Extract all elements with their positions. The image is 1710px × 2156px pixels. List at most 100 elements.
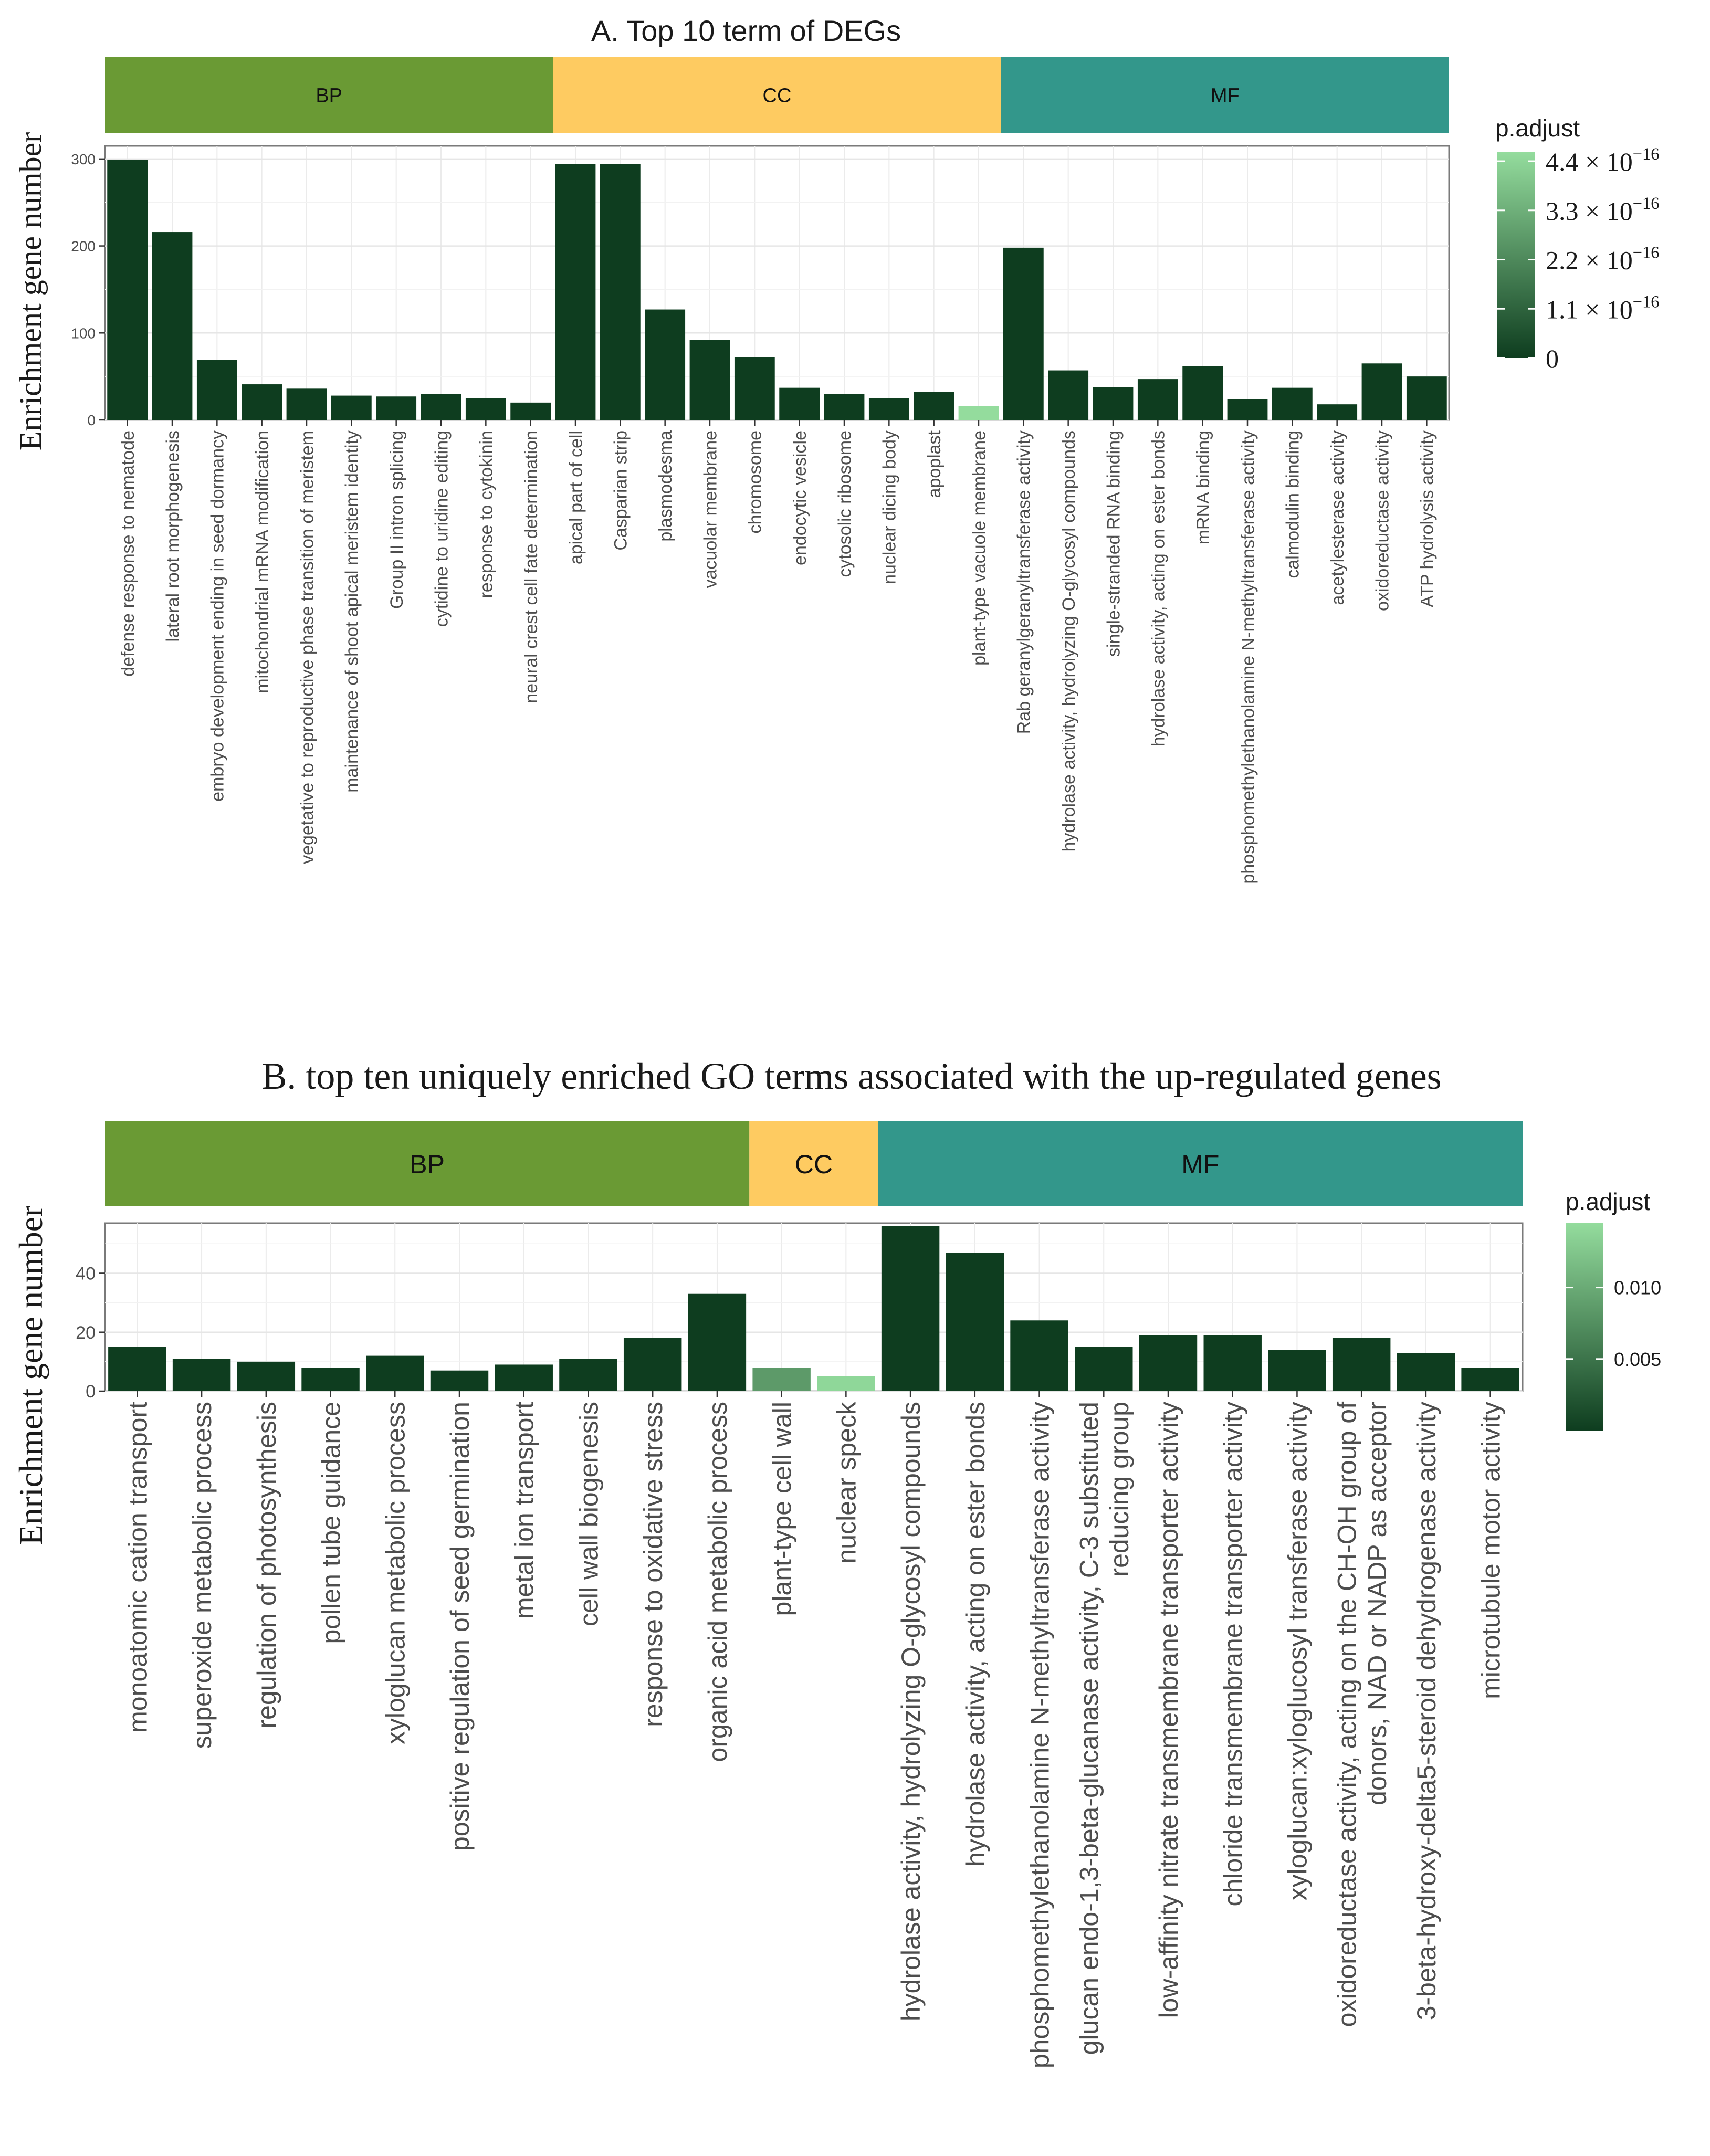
bar-6: [430, 1370, 489, 1391]
x-tick-label: defense response to nematode: [118, 430, 138, 677]
x-tick-label: mitochondrial mRNA modification: [253, 430, 272, 693]
x-tick-label: microtubule motor activity: [1476, 1402, 1506, 1699]
chart-b-legend-colorbar: [1566, 1223, 1603, 1431]
bar-5: [366, 1355, 424, 1391]
x-tick-label: 3-beta-hydroxy-delta5-steroid dehydrogen…: [1412, 1402, 1441, 2020]
chart-a-y-label: Enrichment gene number: [13, 132, 48, 450]
x-tick-label: nuclear dicing body: [880, 430, 900, 584]
y-tick-label: 20: [76, 1323, 96, 1343]
legend-tick-label: 0.005: [1614, 1349, 1661, 1370]
x-tick-label: phosphomethylethanolamine N-methyltransf…: [1025, 1402, 1055, 2068]
bar-18: [868, 398, 909, 420]
x-tick-label: mRNA binding: [1193, 430, 1213, 544]
x-tick-label: hydrolase activity, hydrolyzing O-glycos…: [1059, 430, 1079, 852]
x-tick-label: hydrolase activity, acting on ester bond…: [961, 1402, 990, 1867]
bar-4: [301, 1368, 360, 1391]
x-tick-label: acetylesterase activity: [1328, 430, 1348, 605]
chart-b-y-axis: 0 20 40: [76, 1264, 105, 1402]
x-tick-label: nuclear speck: [832, 1401, 861, 1563]
bar-6: [331, 395, 372, 420]
bar-22: [1461, 1368, 1519, 1391]
bar-3: [196, 360, 237, 420]
bar-1: [107, 160, 148, 420]
chart-a-title: A. Top 10 term of DEGs: [591, 14, 901, 47]
chart-b-x-axis: monoatomic cation transport superoxide me…: [123, 1391, 1506, 2068]
strip-cc: [553, 57, 1001, 133]
bar-15: [1010, 1320, 1068, 1391]
x-tick-label: Group II intron splicing: [387, 430, 407, 609]
bar-8: [421, 394, 461, 420]
legend-tick-label: 0: [1546, 344, 1559, 373]
chart-a-group-strips: BP CC MF: [105, 57, 1449, 133]
x-tick-label: embryo development ending in seed dorman…: [208, 430, 228, 802]
x-tick-label: pollen tube guidance: [317, 1402, 346, 1644]
bar-9: [623, 1338, 682, 1391]
bar-16: [1075, 1347, 1133, 1391]
x-tick-label: cell wall biogenesis: [574, 1402, 603, 1626]
x-tick-label: phosphomethylethanolamine N-methyltransf…: [1238, 430, 1258, 884]
bar-3: [237, 1361, 296, 1391]
bar-17: [1139, 1335, 1198, 1391]
chart-b-legend-ticks: 0.010 0.005: [1566, 1277, 1661, 1370]
x-tick-label: response to oxidative stress: [638, 1402, 668, 1727]
x-tick-label: vegetative to reproductive phase transit…: [297, 430, 317, 864]
bar-13: [645, 309, 686, 420]
bar-7: [495, 1364, 553, 1391]
bar-24: [1137, 379, 1178, 420]
bar-12: [817, 1376, 875, 1391]
legend-tick-label: 4.4 × 10−16: [1546, 145, 1660, 176]
chart-b-bars: [108, 1226, 1519, 1391]
legend-tick-label: 2.2 × 10−16: [1546, 244, 1660, 275]
y-tick-label: 300: [71, 151, 96, 167]
strip-bp: [105, 57, 553, 133]
bar-11: [752, 1368, 811, 1391]
bar-8: [559, 1359, 617, 1391]
bar-14: [946, 1253, 1004, 1391]
bar-25: [1182, 366, 1223, 420]
x-tick-label: metal ion transport: [510, 1402, 539, 1619]
legend-tick-label: 0.010: [1614, 1277, 1661, 1299]
chart-a-panel: [104, 145, 1450, 421]
bar-1: [108, 1347, 166, 1391]
x-tick-label: endocytic vesicle: [790, 430, 810, 565]
bar-7: [376, 396, 417, 420]
strip-mf: [878, 1121, 1523, 1206]
x-tick-label: Casparian strip: [611, 430, 631, 551]
x-tick-label: positive regulation of seed germination: [445, 1402, 475, 1851]
x-tick-label: vacuolar membrane: [700, 430, 720, 588]
bar-19: [914, 392, 954, 420]
strip-label-cc: CC: [763, 85, 792, 107]
bar-15: [734, 357, 775, 420]
x-tick-label: hydrolase activity, acting on ester bond…: [1149, 430, 1169, 746]
x-tick-label: cytosolic ribosome: [835, 430, 855, 577]
x-tick-label: low-affinity nitrate transmembrane trans…: [1154, 1402, 1183, 2018]
bar-16: [779, 387, 820, 420]
chart-b: B. top ten uniquely enriched GO terms as…: [12, 1055, 1661, 2068]
bar-27: [1272, 387, 1313, 420]
x-tick-label: plant-type vacuole membrane: [969, 430, 989, 666]
bar-20: [1332, 1338, 1391, 1391]
x-tick-label: calmodulin binding: [1283, 430, 1303, 579]
bar-10: [688, 1293, 747, 1391]
chart-a-x-axis: defense response to nematode lateral root…: [118, 420, 1438, 884]
x-tick-label: single-stranded RNA binding: [1104, 430, 1124, 657]
x-tick-label: xyloglucan metabolic process: [381, 1402, 410, 1744]
y-tick-label: 0: [86, 1382, 96, 1402]
x-tick-label: monoatomic cation transport: [123, 1402, 152, 1733]
bar-18: [1203, 1335, 1262, 1391]
strip-label-cc: CC: [795, 1150, 833, 1179]
chart-a-bars: [107, 160, 1447, 420]
bar-10: [510, 402, 551, 420]
x-tick-label: oxidoreductase activity: [1372, 430, 1392, 611]
bar-5: [286, 388, 327, 420]
legend-tick-label: 3.3 × 10−16: [1546, 194, 1660, 226]
strip-bp: [105, 1121, 750, 1206]
x-tick-label: neural crest cell fate determination: [521, 430, 541, 703]
x-tick-label: oxidoreductase activity, acting on the C…: [1332, 1402, 1392, 2027]
bar-20: [958, 406, 999, 420]
strip-label-mf: MF: [1211, 85, 1240, 107]
chart-b-legend: p.adjust 0.010 0.005: [1566, 1188, 1661, 1431]
bar-12: [600, 164, 641, 420]
bar-17: [824, 394, 865, 420]
chart-b-title: B. top ten uniquely enriched GO terms as…: [261, 1055, 1441, 1097]
